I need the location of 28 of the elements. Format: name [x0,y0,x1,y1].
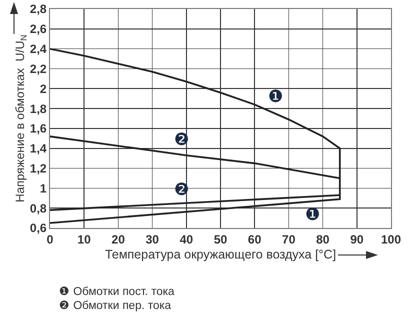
x-tick-label: 80 [316,232,330,246]
x-tick-label: 70 [282,232,296,246]
text: ❷ Обмотки пер. тока [59,300,172,312]
x-tick-label: 10 [77,232,92,246]
y-tick-label: 2,4 [30,42,47,56]
y-tick-label: 1,6 [30,122,47,136]
text: ❶ Обмотки пост. тока [59,286,176,298]
y-tick-label: 0,8 [30,201,47,216]
x-tick-label: 20 [112,232,126,246]
x-tick-label: 0 [46,232,54,246]
x-axis-title: Температура окружающего воздуха [°C] [104,248,336,262]
y-tick-label: 1,8 [30,102,47,116]
y-tick-label: 1,2 [30,161,47,176]
annotation: ❶ [305,205,320,225]
x-tick-label: 90 [350,232,364,246]
y-tick-label: 1,4 [30,142,47,156]
x-tick-label: 60 [248,232,262,246]
y-tick-label: 1 [40,181,47,196]
x-tick-label: 30 [146,232,160,246]
x-tick-label: 40 [180,232,194,246]
y-tick-label: 2,2 [30,62,47,76]
y-tick-label: 2,6 [30,22,47,36]
y-tick-label: 2 [40,82,47,96]
annotation: ❶ [268,87,284,107]
y-tick-label: 0,6 [30,221,47,236]
x-tick-label: 100 [380,232,402,246]
x-tick-label: 50 [214,232,228,246]
y-tick-label: 2,8 [30,2,47,16]
